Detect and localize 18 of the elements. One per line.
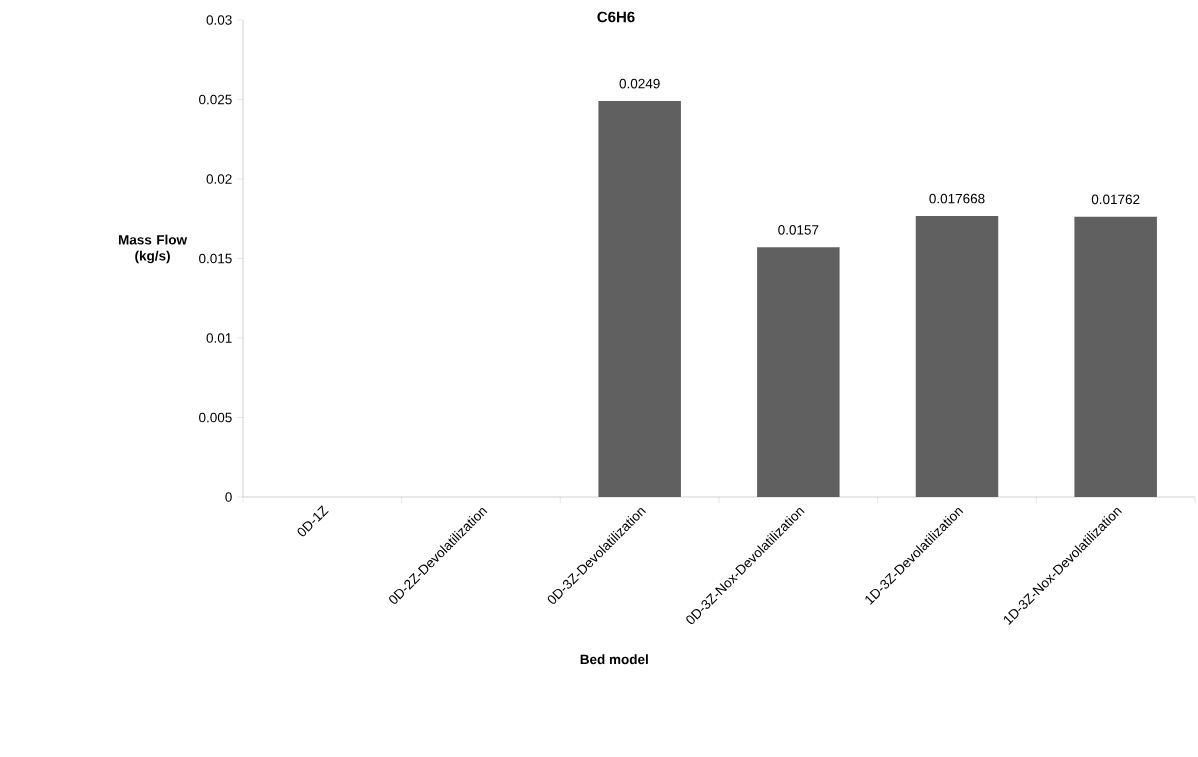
y-tick-label: 0.015	[199, 253, 232, 264]
y-tick-label: 0	[225, 492, 232, 502]
y-tick-label: 0.025	[199, 94, 232, 105]
x-axis-title: Bed model	[580, 654, 648, 665]
bar	[757, 247, 840, 497]
y-tick-label: 0.03	[206, 15, 232, 25]
bar	[1074, 216, 1157, 497]
y-tick-label: 0.02	[206, 174, 232, 184]
data-label: 0.017668	[929, 193, 985, 204]
data-label: 0.0249	[619, 78, 660, 89]
data-label: 0.0157	[778, 225, 819, 235]
y-tick-label: 0.01	[206, 333, 232, 343]
bar	[915, 216, 999, 497]
bar	[598, 101, 681, 497]
y-axis-title: Mass Flow (kg/s)	[118, 234, 188, 264]
data-label: 0.01762	[1091, 194, 1140, 205]
chart-title: C6H6	[597, 11, 635, 23]
y-tick-label: 0.005	[199, 412, 232, 423]
